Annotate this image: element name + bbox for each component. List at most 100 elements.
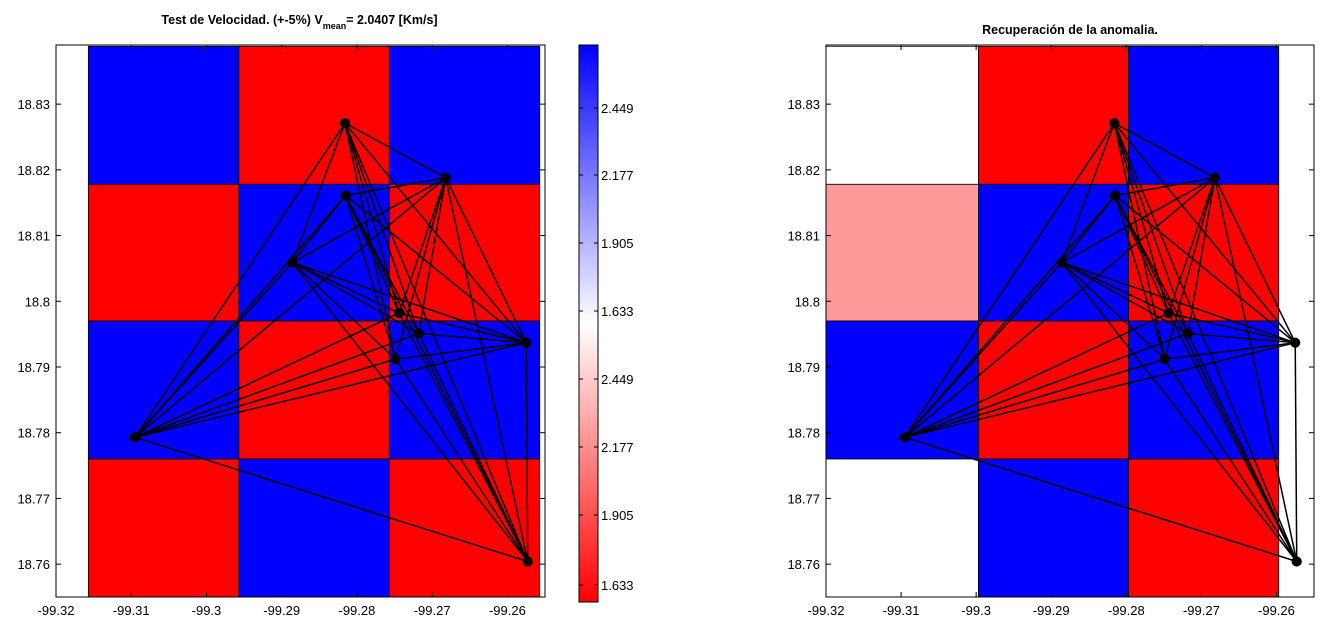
ray-path — [398, 312, 529, 562]
chart-title: Test de Velocidad. (+-5%) Vmean= 2.0407 … — [161, 13, 437, 31]
ray-path — [134, 262, 293, 438]
ray-path — [1163, 177, 1216, 360]
heatmap-cell — [1128, 458, 1280, 598]
y-tick-label: 18.78 — [787, 426, 820, 441]
station-marker — [1182, 328, 1193, 339]
colorbar-tick-label: 1.905 — [601, 508, 634, 523]
ray-path — [134, 341, 527, 439]
ray-path — [394, 358, 529, 562]
y-tick-label: 18.81 — [787, 229, 820, 244]
station-marker — [521, 337, 532, 348]
ray-path — [134, 312, 400, 438]
heatmap-cell — [388, 45, 541, 185]
ray-path — [417, 333, 529, 562]
title-suffix: = 2.0407 [Km/s] — [346, 13, 437, 27]
heatmap-cell — [825, 45, 979, 185]
ray-path — [1167, 177, 1216, 314]
heatmap-cell — [1128, 45, 1280, 185]
station-marker — [1209, 172, 1220, 183]
y-tick-label: 18.77 — [17, 491, 50, 506]
colorbar-tick-label: 1.633 — [601, 578, 634, 593]
ray-path — [134, 332, 419, 439]
colorbar-tick-label: 2.449 — [601, 101, 634, 116]
ray-path — [1061, 262, 1298, 562]
ray-path — [418, 332, 527, 344]
heatmap-cell — [388, 183, 541, 322]
ray-path — [1187, 332, 1296, 344]
ray-path — [291, 177, 447, 264]
ray-path — [1061, 261, 1166, 360]
ray-path — [1214, 177, 1296, 344]
ray-path — [395, 341, 527, 360]
ray-path — [344, 195, 397, 360]
ray-path — [344, 195, 400, 314]
ray-path — [904, 194, 1116, 438]
x-tick-label: -99.32 — [38, 603, 75, 618]
title-prefix: Test de Velocidad. (+-5%) V — [161, 13, 323, 27]
y-tick-label: 18.83 — [787, 97, 820, 112]
colorbar-tick-label: 1.905 — [601, 236, 634, 251]
ray-path — [1114, 194, 1296, 344]
x-tick-label: -99.3 — [961, 603, 991, 618]
heatmap-cell — [978, 183, 1129, 322]
heatmap-cell — [87, 45, 240, 185]
y-tick-label: 18.82 — [17, 163, 50, 178]
x-tick-label: -99.26 — [1258, 603, 1295, 618]
heatmap-cell — [238, 320, 390, 460]
y-tick-label: 18.82 — [787, 163, 820, 178]
colorbar-gradient — [578, 44, 599, 603]
station-marker — [1109, 190, 1121, 201]
ray-path — [291, 262, 529, 562]
station-marker — [899, 432, 910, 443]
ray-path — [344, 122, 447, 179]
y-tick-label: 18.8 — [795, 294, 820, 309]
ray-path — [1061, 261, 1296, 344]
ray-path — [291, 122, 346, 263]
ray-path — [345, 194, 527, 344]
ray-path — [904, 312, 1169, 438]
ray-path — [525, 342, 529, 562]
ray-path — [904, 436, 1297, 563]
x-tick-label: -99.28 — [338, 603, 375, 618]
x-tick-label: -99.3 — [192, 603, 222, 618]
heatmap-cell — [87, 183, 240, 322]
station-marker — [1290, 337, 1301, 348]
ray-path — [344, 122, 420, 334]
heatmap-cell — [388, 458, 541, 598]
station-marker — [340, 190, 351, 201]
ray-path — [1113, 122, 1189, 334]
y-tick-label: 18.8 — [25, 294, 50, 309]
ray-path — [291, 261, 527, 344]
station-marker — [440, 172, 451, 183]
ray-path — [1113, 122, 1298, 562]
ray-path — [1214, 177, 1298, 562]
ray-path — [445, 177, 527, 344]
ray-path — [134, 358, 396, 439]
ray-path — [1113, 122, 1216, 179]
station-marker — [393, 308, 405, 319]
ray-path — [344, 195, 529, 562]
station-marker — [1056, 257, 1067, 268]
x-tick-label: -99.31 — [883, 603, 920, 618]
ray-path — [134, 436, 528, 563]
x-tick-label: -99.31 — [113, 603, 150, 618]
heatmap-cell — [978, 458, 1129, 598]
ray-path — [1114, 195, 1298, 562]
colorbar-tick-label: 1.633 — [601, 304, 634, 319]
ray-path — [345, 177, 446, 197]
ray-path — [1061, 261, 1189, 335]
colorbar-tick-label: 2.449 — [601, 372, 634, 387]
heatmap-cell — [87, 320, 240, 460]
title-subscript: mean — [323, 21, 347, 31]
x-tick-label: -99.29 — [1033, 603, 1070, 618]
ray-path — [134, 177, 447, 438]
ray-path — [398, 177, 447, 314]
ray-path — [1114, 177, 1216, 197]
y-tick-label: 18.81 — [17, 229, 50, 244]
station-marker — [1109, 118, 1120, 129]
heatmap-cell — [238, 183, 390, 322]
chart-title: Recuperación de la anomalia. — [982, 23, 1158, 37]
x-tick-label: -99.32 — [808, 603, 845, 618]
axes-frame — [825, 44, 1315, 598]
